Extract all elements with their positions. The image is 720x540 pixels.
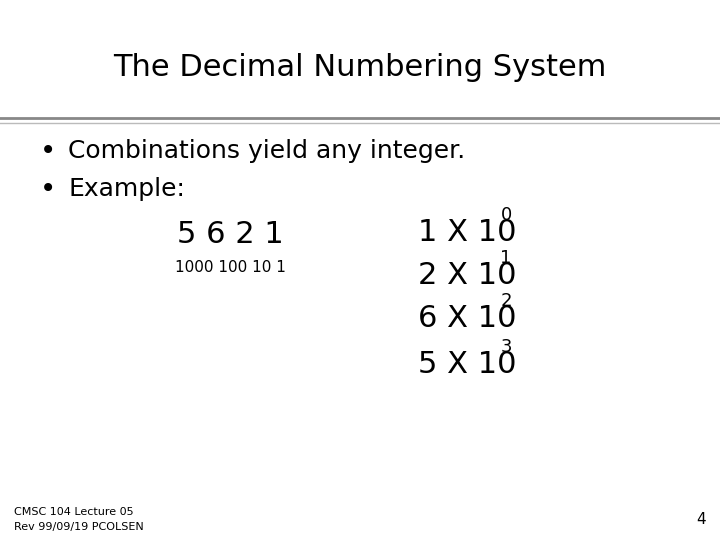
Text: 1: 1	[500, 249, 512, 267]
Text: 1000 100 10 1: 1000 100 10 1	[175, 260, 286, 275]
Text: 3: 3	[500, 338, 512, 356]
Text: CMSC 104 Lecture 05
Rev 99/09/19 PCOLSEN: CMSC 104 Lecture 05 Rev 99/09/19 PCOLSEN	[14, 507, 144, 532]
Text: 5 X 10: 5 X 10	[418, 350, 516, 379]
Text: 1 X 10: 1 X 10	[418, 218, 516, 247]
Text: •: •	[40, 137, 56, 165]
Text: The Decimal Numbering System: The Decimal Numbering System	[113, 53, 607, 82]
Text: 2: 2	[500, 292, 512, 310]
Text: Example:: Example:	[68, 177, 185, 201]
Text: 2 X 10: 2 X 10	[418, 261, 516, 290]
Text: •: •	[40, 175, 56, 203]
Text: 0: 0	[500, 206, 512, 224]
Text: 5 6 2 1: 5 6 2 1	[177, 220, 284, 249]
Text: Combinations yield any integer.: Combinations yield any integer.	[68, 139, 466, 163]
Text: 6 X 10: 6 X 10	[418, 304, 516, 333]
Text: 4: 4	[696, 512, 706, 527]
